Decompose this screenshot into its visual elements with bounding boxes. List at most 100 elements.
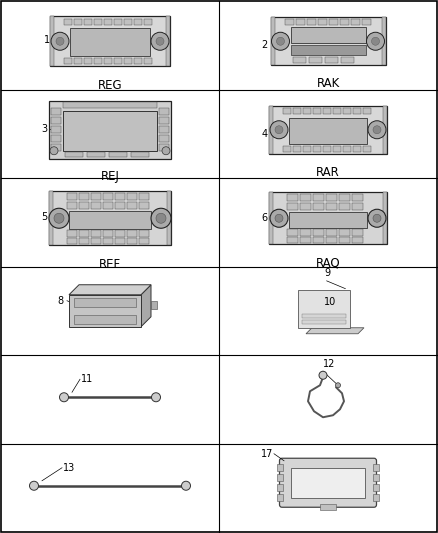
Bar [67,193,77,200]
Bar [91,193,101,200]
Text: 9: 9 [324,268,330,278]
Bar [49,191,53,245]
Bar [84,19,92,25]
Bar [115,193,125,200]
Circle shape [336,383,340,387]
Bar [328,19,338,25]
Text: 17: 17 [261,449,273,459]
Bar [115,238,125,244]
Bar [151,301,157,309]
Bar [127,202,137,209]
Bar [94,58,102,64]
Bar [339,19,349,25]
Bar [51,135,61,142]
Text: 1: 1 [44,35,50,45]
Bar [65,152,83,157]
Bar [326,194,337,201]
Bar [290,45,365,55]
Circle shape [368,121,386,139]
Bar [51,117,61,124]
Bar [70,28,150,56]
Bar [269,192,273,244]
Circle shape [367,33,385,50]
Bar [353,146,361,152]
Circle shape [156,37,164,45]
Bar [343,108,351,114]
Bar [313,108,321,114]
Bar [293,57,305,63]
Bar [49,191,171,245]
Bar [339,194,350,201]
Text: 12: 12 [323,359,336,369]
Bar [104,19,112,25]
Bar [293,108,301,114]
Bar [298,290,350,328]
Bar [79,238,89,244]
Circle shape [368,209,386,227]
Bar [103,230,113,237]
Bar [51,108,61,115]
Circle shape [152,393,160,402]
Bar [69,211,151,229]
Bar [350,19,360,25]
Bar [159,126,169,133]
Bar [352,237,363,243]
Bar [303,108,311,114]
Bar [134,58,142,64]
Bar [159,117,169,124]
Bar [313,237,324,243]
Bar [159,144,169,151]
Circle shape [60,393,68,402]
Circle shape [373,126,381,134]
Bar [302,314,346,318]
Bar [289,118,367,144]
Bar [127,193,137,200]
Polygon shape [141,285,151,327]
Circle shape [319,372,327,379]
Bar [139,202,149,209]
Bar [271,17,275,65]
Bar [79,230,89,237]
Bar [50,16,54,66]
Bar [104,58,112,64]
Bar [127,230,137,237]
Bar [289,212,367,228]
Bar [287,237,298,243]
Bar [79,193,89,200]
Bar [287,194,298,201]
Text: REF: REF [99,259,121,271]
Bar [64,58,72,64]
Bar [343,146,351,152]
Text: 10: 10 [324,297,336,307]
Bar [277,474,283,481]
Bar [326,237,337,243]
Circle shape [270,121,288,139]
Bar [271,17,385,65]
Bar [352,203,363,210]
Circle shape [275,214,283,222]
Bar [352,229,363,236]
Bar [291,468,365,498]
Bar [74,58,82,64]
Circle shape [50,147,58,155]
Bar [50,16,170,66]
Bar [277,464,283,471]
Circle shape [276,37,285,45]
Bar [64,19,72,25]
Text: RAK: RAK [316,77,339,90]
Text: 2: 2 [262,41,268,50]
Circle shape [162,147,170,155]
Bar [79,202,89,209]
Bar [63,111,157,151]
Bar [333,108,341,114]
Bar [381,17,385,65]
Circle shape [49,208,69,228]
Text: 13: 13 [63,463,75,473]
Bar [296,19,304,25]
Text: 6: 6 [262,213,268,223]
Bar [373,494,379,500]
Text: 11: 11 [81,374,93,384]
Bar [373,484,379,491]
Bar [303,146,311,152]
Circle shape [51,33,69,50]
